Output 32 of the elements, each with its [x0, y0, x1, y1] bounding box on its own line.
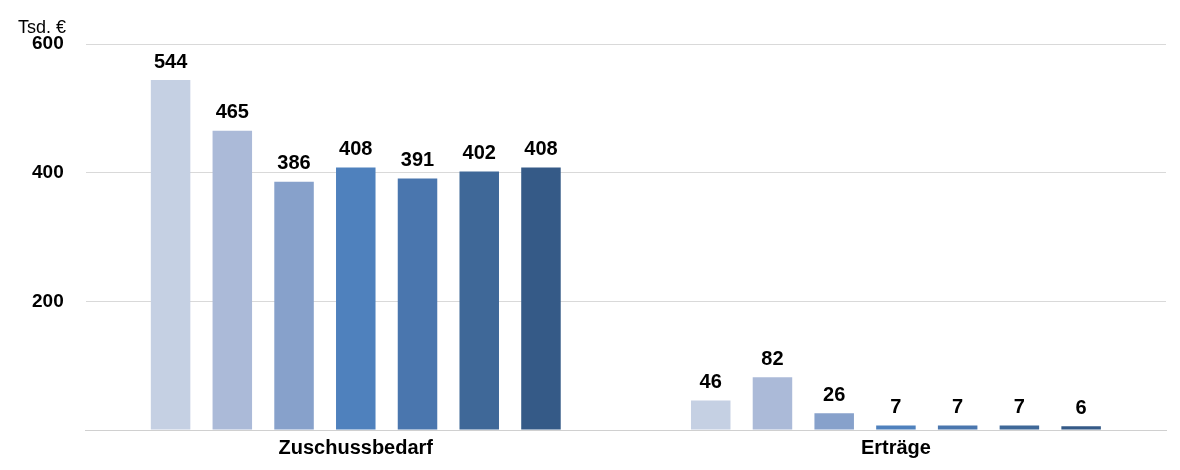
bar [274, 181, 314, 430]
data-label: 386 [277, 151, 311, 174]
bar [521, 167, 561, 430]
data-label: 82 [761, 346, 784, 369]
y-tick-label: 200 [32, 289, 64, 311]
data-label: 6 [1075, 395, 1087, 418]
data-label: 465 [215, 100, 249, 123]
data-label: 544 [153, 49, 189, 72]
data-label: 46 [699, 369, 722, 392]
data-label: 391 [400, 147, 435, 170]
data-label: 408 [339, 137, 373, 160]
bar [876, 425, 916, 430]
bar [937, 425, 978, 430]
bar [459, 171, 499, 430]
bar [690, 400, 731, 430]
y-tick-label: 400 [32, 160, 64, 182]
data-label: 7 [952, 395, 964, 418]
bar [150, 80, 191, 430]
data-label: 402 [462, 140, 496, 163]
x-tick-label: Zuschussbedarf [278, 435, 434, 458]
bar [999, 425, 1040, 430]
bar [1061, 426, 1101, 430]
bar [336, 167, 376, 430]
x-tick-label: Erträge [860, 435, 931, 458]
bar [814, 413, 854, 430]
bar [397, 178, 438, 430]
data-label: 7 [1013, 395, 1025, 418]
bar [212, 130, 253, 430]
bar [752, 377, 793, 430]
data-label: 26 [823, 382, 846, 405]
data-label: 408 [524, 137, 558, 160]
data-label: 7 [890, 395, 902, 418]
